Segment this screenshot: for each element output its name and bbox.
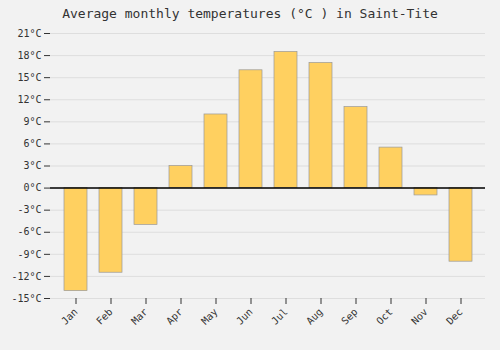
svg-text:May: May bbox=[199, 306, 220, 327]
svg-text:3°C: 3°C bbox=[23, 160, 41, 171]
html-text:Average monthly temperatures (: Average monthly temperatures (°C ) in Sa… bbox=[62, 6, 438, 21]
svg-text:0°C: 0°C bbox=[23, 182, 41, 193]
svg-text:Jul: Jul bbox=[269, 306, 290, 327]
svg-text:Apr: Apr bbox=[164, 306, 185, 327]
svg-text:-15°C: -15°C bbox=[11, 293, 41, 304]
svg-text:6°C: 6°C bbox=[23, 138, 41, 149]
svg-text:12°C: 12°C bbox=[17, 94, 41, 105]
svg-text:Dec: Dec bbox=[444, 306, 465, 327]
svg-text:Jun: Jun bbox=[234, 306, 255, 327]
svg-text:-12°C: -12°C bbox=[11, 271, 41, 282]
svg-text:21°C: 21°C bbox=[17, 28, 41, 39]
svg-text:-3°C: -3°C bbox=[17, 204, 41, 215]
svg-text:18°C: 18°C bbox=[17, 50, 41, 61]
svg-text:Oct: Oct bbox=[374, 306, 395, 327]
svg-text:Nov: Nov bbox=[409, 306, 430, 327]
svg-text:9°C: 9°C bbox=[23, 116, 41, 127]
svg-text:-6°C: -6°C bbox=[17, 226, 41, 237]
svg-text:-9°C: -9°C bbox=[17, 249, 41, 260]
svg-text:Jan: Jan bbox=[59, 306, 80, 327]
svg-text:Feb: Feb bbox=[94, 306, 115, 327]
svg-text:Mar: Mar bbox=[129, 306, 150, 327]
svg-text:Sep: Sep bbox=[339, 306, 360, 327]
svg-text:15°C: 15°C bbox=[17, 72, 41, 83]
svg-text:Aug: Aug bbox=[304, 306, 325, 327]
